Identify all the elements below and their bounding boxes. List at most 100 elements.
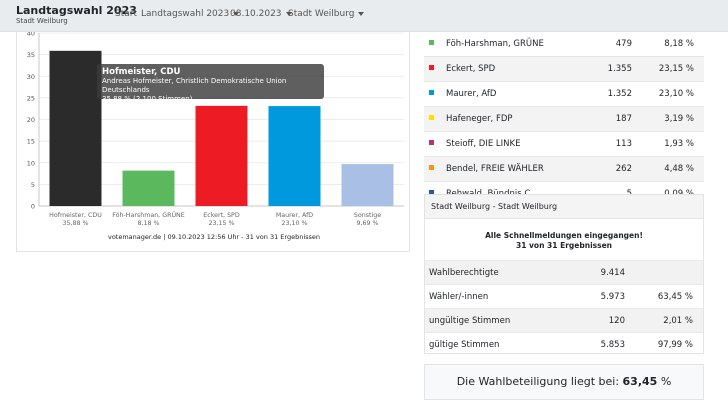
stat-percent: 63,45 % [657,292,693,302]
x-tick-label: Maurer, AfD [276,212,313,219]
top-navbar: Landtagswahl 2023 Stadt Weilburg Start L… [0,0,728,32]
y-tick-label: 25 [27,94,35,102]
party-percent: 4,48 % [664,164,694,174]
table-row: Bendel, FREIE WÄHLER 262 4,48 % [424,157,704,182]
chart-tooltip: Hofmeister, CDU Andreas Hofmeister, Chri… [97,64,324,103]
party-name: Hafeneger, FDP [446,114,513,124]
stats-row: Wähler/-innen 5.973 63,45 % [425,284,703,308]
stat-value: 5.853 [600,340,625,350]
nav-area-label: Stadt Weilburg [288,9,355,19]
notice-line-1: Alle Schnellmeldungen eingegangen! [485,231,643,240]
data-label: 23,15 % [208,220,234,227]
party-votes: 113 [615,139,632,149]
party-color-swatch [429,115,434,120]
stats-row: ungültige Stimmen 120 2,01 % [425,308,703,332]
bar-2 [195,105,248,206]
data-label: 35,88 % [62,220,88,227]
party-percent: 1,93 % [664,139,694,149]
party-votes: 262 [615,164,632,174]
stats-row: Wahlberechtigte 9.414 [425,260,703,284]
chevron-down-icon [233,11,240,16]
party-percent: 23,10 % [658,89,694,99]
nav-election-label: Landtagswahl 2023 [141,9,230,19]
turnout-unit: % [660,375,672,388]
party-name: Maurer, AfD [446,89,497,99]
y-tick-label: 40 [27,32,35,38]
table-row: Steioff, DIE LINKE 113 1,93 % [424,132,704,157]
x-tick-label: Sonstige [354,212,381,219]
y-tick-label: 10 [27,159,35,167]
bar-1 [122,170,175,206]
party-percent: 3,19 % [664,114,694,124]
brand-subtitle: Stadt Weilburg [16,17,68,25]
turnout-label: Die Wahlbeteiligung liegt bei: [456,375,620,388]
x-tick-label: Eckert, SPD [203,212,240,219]
stat-percent: 2,01 % [663,316,693,326]
party-color-swatch [429,140,434,145]
party-votes: 479 [615,39,632,49]
bar-4 [341,164,394,206]
nav-start-label: Start [115,9,137,19]
party-name: Eckert, SPD [446,64,496,74]
chevron-down-icon [285,11,292,16]
party-color-swatch [429,165,434,170]
stat-value: 9.414 [600,268,625,278]
chevron-down-icon [358,11,365,16]
party-percent: 8,18 % [664,39,694,49]
data-label: 23,10 % [281,220,307,227]
y-tick-label: 0 [31,203,35,211]
stat-value: 5.973 [600,292,625,302]
stat-label: Wahlberechtigte [429,268,499,278]
table-row: Eckert, SPD 1.355 23,15 % [424,57,704,82]
bar-3 [268,106,321,206]
stat-label: ungültige Stimmen [429,316,511,326]
y-tick-label: 35 [27,51,35,59]
brand-title[interactable]: Landtagswahl 2023 [16,4,137,17]
party-color-swatch [429,90,434,95]
party-color-swatch [429,190,434,195]
tooltip-line-2: 35,88 % (2.100 Stimmen) [102,95,193,103]
x-tick-label: Föh-Harshman, GRÜNE [112,210,185,219]
party-votes: 1.355 [607,64,632,74]
x-tick-label: Hofmeister, CDU [49,212,102,219]
nav-area-dropdown[interactable]: Stadt Weilburg [288,9,365,19]
turnout-value: 63,45 [622,375,658,388]
y-tick-label: 5 [31,181,35,189]
y-tick-label: 15 [27,138,35,146]
table-row: Maurer, AfD 1.352 23,10 % [424,82,704,107]
nav-election-dropdown[interactable]: Landtagswahl 2023 [141,9,240,19]
stats-row: gültige Stimmen 5.853 97,99 % [425,332,703,356]
stats-rows: Wahlberechtigte 9.414 Wähler/-innen 5.973 63… [425,260,703,356]
stat-label: Wähler/-innen [429,292,489,302]
party-votes: 1.352 [607,89,632,99]
table-row: Föh-Harshman, GRÜNE 479 8,18 % [424,32,704,57]
table-row: Hafeneger, FDP 187 3,19 % [424,107,704,132]
tooltip-line-1: Andreas Hofmeister, Christlich Demokrati… [102,77,287,94]
party-votes: 187 [615,114,632,124]
chart-card: 0 5 10 15 20 25 30 35 40 Hofmeister, CDU 35,88 % Fö… [16,32,410,252]
party-results-table: Föh-Harshman, GRÜNE 479 8,18 % Eckert, SPD 1… [424,32,704,207]
bar-0 [49,50,102,206]
turnout-card: Die Wahlbeteiligung liegt bei: 63,45 % [424,364,704,400]
party-name: Steioff, DIE LINKE [446,139,521,149]
notice-line-2: 31 von 31 Ergebnissen [516,241,612,250]
data-label: 9,69 % [356,220,378,227]
data-label: 8,18 % [137,220,159,227]
tooltip-title: Hofmeister, CDU [102,67,181,77]
party-color-swatch [429,40,434,45]
stats-notice: Alle Schnellmeldungen eingegangen! 31 vo… [425,219,703,260]
stat-label: gültige Stimmen [429,340,500,350]
stats-header: Stadt Weilburg - Stadt Weilburg [425,195,703,219]
nav-start-link[interactable]: Start [115,9,137,19]
party-name: Föh-Harshman, GRÜNE [446,39,544,49]
party-percent: 23,15 % [658,64,694,74]
nav-date-dropdown[interactable]: 08.10.2023 [230,9,292,19]
y-tick-label: 30 [27,73,35,81]
y-tick-label: 20 [27,116,35,124]
stat-percent: 97,99 % [657,340,693,350]
stat-value: 120 [608,316,625,326]
stats-card: Stadt Weilburg - Stadt Weilburg Alle Sch… [424,194,704,354]
chart-footer: votemanager.de | 09.10.2023 12:56 Uhr - … [107,233,321,241]
party-name: Bendel, FREIE WÄHLER [446,164,544,174]
